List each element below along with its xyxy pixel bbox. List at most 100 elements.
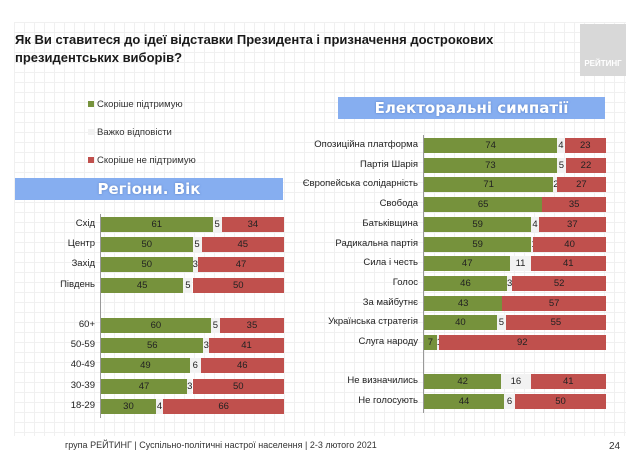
bar-oppose: 34 <box>221 217 284 232</box>
bar-hard: 6 <box>504 394 515 410</box>
bar-support: 7 <box>424 335 437 350</box>
bar-support: 56 <box>101 338 204 354</box>
bar-oppose: 57 <box>502 295 606 311</box>
category-label: Південь <box>60 278 95 290</box>
bar-support: 47 <box>101 378 187 394</box>
bar-hard: 3 <box>192 257 198 273</box>
bar-support: 50 <box>101 237 193 253</box>
category-label: Свобода <box>379 198 418 210</box>
bar-oppose: 66 <box>163 398 284 414</box>
bar-support: 47 <box>424 256 511 272</box>
category-label: За майбутнє <box>362 296 418 308</box>
chart-title-regions: Регіони. Вік <box>15 178 283 200</box>
bar-oppose: 46 <box>200 358 284 374</box>
bar-oppose: 52 <box>512 275 606 291</box>
page-number: 24 <box>609 441 621 452</box>
legend-item-support: Скоріше підтримую <box>88 99 183 110</box>
bar-oppose: 35 <box>219 318 284 333</box>
bar-support: 40 <box>424 315 497 331</box>
bar-hard: 4 <box>531 216 539 232</box>
bar-hard: 16 <box>501 374 531 390</box>
category-label: 50-59 <box>70 339 95 351</box>
legend-label: Скоріше підтримую <box>97 99 183 110</box>
category-label: 60+ <box>78 319 95 330</box>
legend-item-oppose: Скоріше не підтримую <box>88 155 196 166</box>
bar-oppose: 41 <box>208 338 284 354</box>
bar-oppose: 37 <box>538 216 606 232</box>
bar-support: 45 <box>101 277 184 293</box>
bar-hard: 4 <box>155 398 164 414</box>
y-axis <box>423 135 424 413</box>
category-label: Батьківщина <box>362 217 418 229</box>
bar-oppose: 35 <box>542 197 606 213</box>
bar-support: 65 <box>424 197 543 213</box>
category-label: Схід <box>75 218 95 229</box>
bar-oppose: 55 <box>505 315 606 331</box>
bar-hard: 11 <box>510 256 531 272</box>
legend-swatch-oppose <box>88 157 94 164</box>
legend-item-hard: Важко відповісти <box>88 127 172 138</box>
bar-hard: 6 <box>189 358 201 374</box>
bar-oppose: 40 <box>533 236 606 252</box>
bar-oppose: 47 <box>197 257 284 273</box>
bar-oppose: 41 <box>530 256 606 272</box>
bar-support: 46 <box>424 275 507 291</box>
category-label: 30-39 <box>70 379 95 391</box>
bar-hard: 3 <box>506 275 513 291</box>
category-label: Центр <box>67 238 95 250</box>
bar-support: 73 <box>424 157 557 173</box>
bar-hard: 5 <box>212 217 222 232</box>
bar-support: 59 <box>424 216 532 232</box>
category-label: 40-49 <box>70 359 95 371</box>
bar-oppose: 92 <box>438 335 606 350</box>
category-label: Партія Шарія <box>360 158 418 170</box>
bar-support: 74 <box>424 138 558 153</box>
bar-hard: 4 <box>557 138 565 153</box>
bar-support: 50 <box>101 257 193 273</box>
bar-oppose: 41 <box>530 374 606 390</box>
bar-oppose: 50 <box>515 394 606 410</box>
bar-hard: 2 <box>553 177 559 193</box>
legend-label: Важко відповісти <box>97 127 172 138</box>
bar-support: 71 <box>424 177 554 193</box>
bar-support: 43 <box>424 295 503 311</box>
bar-support: 42 <box>424 374 502 390</box>
bar-hard: 5 <box>556 157 566 173</box>
bar-hard: 5 <box>183 277 193 293</box>
footer-text: група РЕЙТИНГ | Суспільно-політичні наст… <box>65 440 377 450</box>
rating-logo: РЕЙТИНГ <box>580 24 626 76</box>
bar-support: 44 <box>424 394 505 410</box>
category-label: Українська стратегія <box>328 316 418 328</box>
legend-label: Скоріше не підтримую <box>97 155 196 166</box>
category-label: Не голосують <box>358 395 418 407</box>
category-label: Слуга народу <box>358 336 418 347</box>
bar-hard: 5 <box>210 318 220 333</box>
page-title: Як Ви ставитеся до ідеї відставки Презид… <box>15 32 494 65</box>
bar-oppose: 50 <box>192 378 284 394</box>
legend-swatch-hard <box>88 129 94 136</box>
category-label: Європейська солідарність <box>302 178 418 190</box>
bar-oppose: 22 <box>565 157 606 173</box>
category-label: Захід <box>71 258 95 270</box>
bar-support: 59 <box>424 236 532 252</box>
bar-oppose: 23 <box>564 138 606 153</box>
bar-oppose: 45 <box>201 237 284 253</box>
bar-support: 60 <box>101 318 211 333</box>
category-label: Опозиційна платформа <box>314 139 418 150</box>
bar-support: 49 <box>101 358 190 374</box>
logo-text: РЕЙТИНГ <box>584 59 622 68</box>
chart-title-electoral: Електоральні симпатії <box>338 97 605 119</box>
y-axis <box>100 214 101 418</box>
category-label: Радикальна партія <box>335 237 418 249</box>
bar-support: 30 <box>101 398 156 414</box>
category-label: Голос <box>392 276 418 288</box>
bar-oppose: 27 <box>556 177 606 193</box>
bar-hard: 3 <box>187 378 193 394</box>
category-label: Не визначились <box>347 375 418 387</box>
legend-swatch-support <box>88 101 94 108</box>
category-label: Сила і честь <box>363 257 418 269</box>
bar-hard: 3 <box>203 338 209 354</box>
bar-support: 61 <box>101 217 213 232</box>
bar-hard: 5 <box>192 237 202 253</box>
bar-hard: 5 <box>496 315 506 331</box>
